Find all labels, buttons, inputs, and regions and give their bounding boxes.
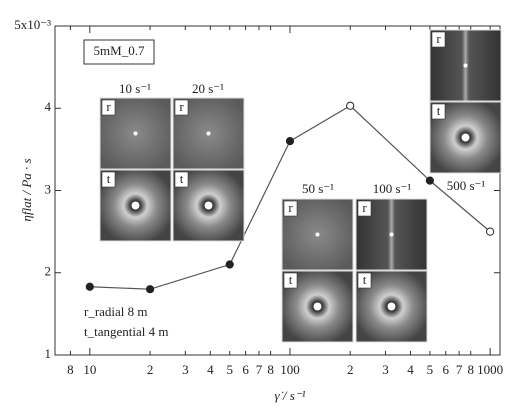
y-axis-label: ηflat / Pa · s — [19, 158, 34, 221]
legend-label: 5mM_0.7 — [94, 43, 145, 58]
inset-label: 10 s⁻¹ — [119, 81, 151, 96]
beam-center — [205, 202, 213, 210]
x-tick-label: 8 — [267, 362, 274, 377]
data-point — [226, 261, 233, 268]
x-tick-label: 1000 — [477, 362, 503, 377]
panel-tag: t — [363, 272, 367, 287]
data-point — [146, 286, 153, 293]
data-point — [426, 177, 433, 184]
panel-tag: r — [436, 31, 441, 46]
x-tick-label: 2 — [147, 362, 154, 377]
panel-tag: t — [180, 171, 184, 186]
panel-tag: t — [289, 272, 293, 287]
inset-label: 500 s⁻¹ — [447, 178, 486, 193]
inset: 10 s⁻¹ r t — [100, 81, 171, 241]
x-tick-label: 7 — [256, 362, 263, 377]
panel-tag: t — [437, 103, 441, 118]
inset-label: 50 s⁻¹ — [302, 181, 334, 196]
beam-center — [390, 233, 394, 237]
data-point — [86, 283, 93, 290]
x-tick-label: 2 — [347, 362, 354, 377]
inset: 100 s⁻¹ r t — [356, 181, 427, 342]
panel-tag: r — [179, 99, 184, 114]
inset: 50 s⁻¹ r t — [282, 181, 353, 342]
x-tick-label: 8 — [467, 362, 474, 377]
y-tick-label: 2 — [45, 264, 52, 279]
inset: 20 s⁻¹ r t — [173, 81, 244, 241]
x-tick-label: 3 — [382, 362, 389, 377]
chart: 5mM_0.7 r_radial 8 m t_tangential 4 m γ̇… — [0, 0, 510, 418]
beam-center — [316, 233, 320, 237]
y-tick-label: 1 — [45, 346, 52, 361]
panel-tag: r — [288, 200, 293, 215]
y-tick-label: 3 — [45, 181, 52, 196]
x-tick-label: 4 — [407, 362, 414, 377]
data-point — [347, 102, 354, 109]
beam-center — [314, 303, 322, 311]
x-tick-label: 7 — [456, 362, 463, 377]
data-point — [286, 138, 293, 145]
annotation: r_radial 8 m — [84, 304, 148, 319]
beam-center — [462, 134, 470, 142]
x-tick-label: 8 — [67, 362, 74, 377]
y-tick-label: 4 — [45, 99, 52, 114]
panel-tag: r — [362, 200, 367, 215]
beam-center — [134, 132, 138, 136]
x-tick-label: 4 — [207, 362, 214, 377]
inset-label: 20 s⁻¹ — [192, 81, 224, 96]
beam-center — [132, 202, 140, 210]
x-axis-label: γ̇ / s⁻¹ — [274, 388, 305, 403]
panel-tag: t — [107, 171, 111, 186]
inset: 500 s⁻¹ r t — [430, 30, 501, 193]
x-tick-label: 100 — [280, 362, 300, 377]
y-tick-label: 5x10⁻³ — [14, 17, 51, 32]
x-tick-label: 10 — [83, 362, 96, 377]
beam-center — [388, 303, 396, 311]
x-tick-label: 5 — [226, 362, 233, 377]
x-tick-label: 6 — [242, 362, 249, 377]
x-tick-label: 5 — [427, 362, 434, 377]
x-tick-label: 3 — [182, 362, 189, 377]
panel-tag: r — [106, 99, 111, 114]
data-point — [487, 228, 494, 235]
beam-center — [464, 64, 468, 68]
annotation: t_tangential 4 m — [84, 324, 168, 339]
beam-center — [207, 132, 211, 136]
x-tick-label: 6 — [442, 362, 449, 377]
inset-label: 100 s⁻¹ — [373, 181, 412, 196]
